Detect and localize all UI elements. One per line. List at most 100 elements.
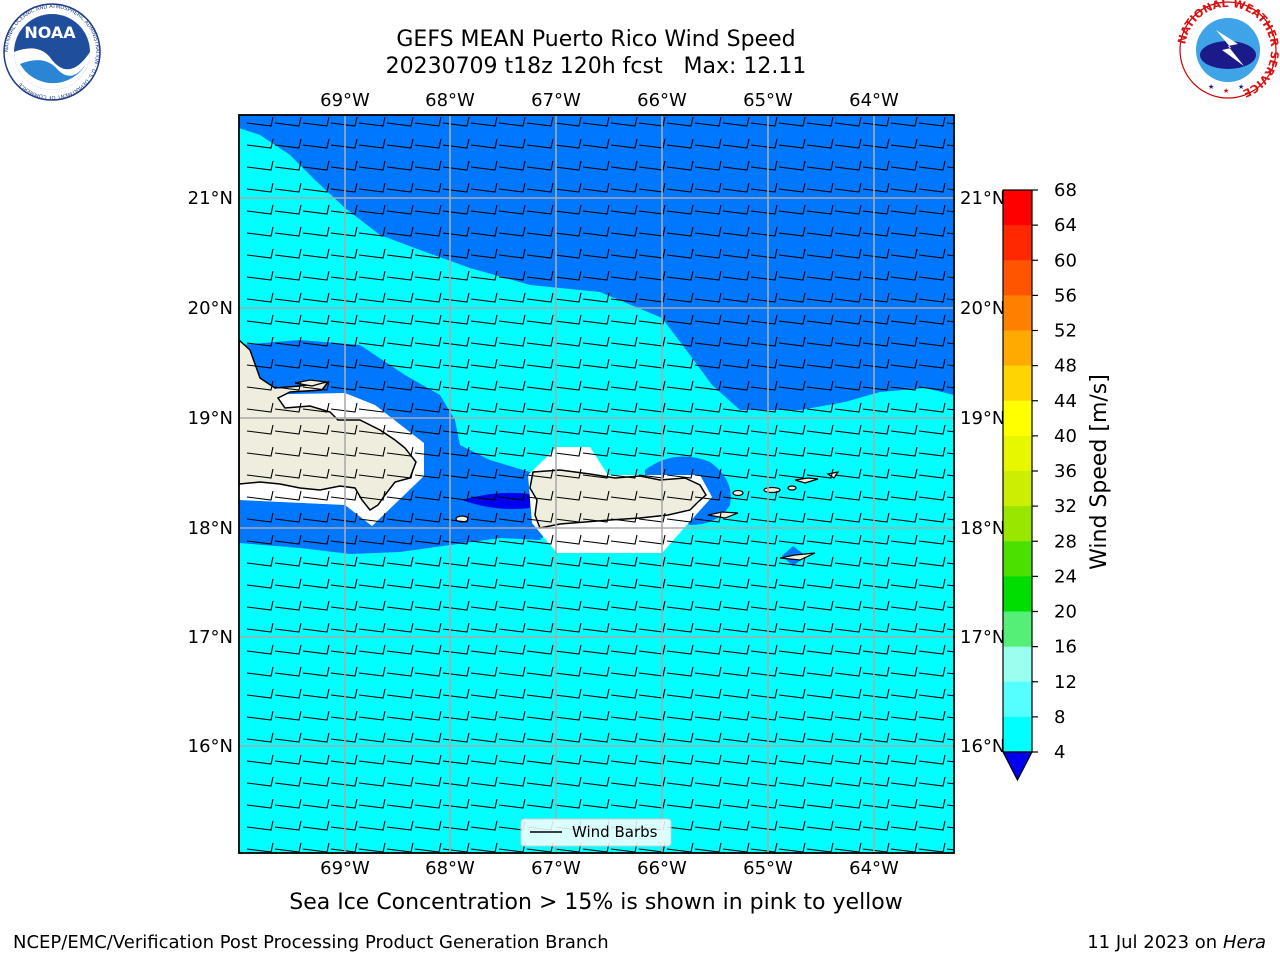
wind-barb bbox=[722, 578, 750, 589]
wind-barb bbox=[918, 292, 946, 303]
wind-barb bbox=[358, 270, 386, 281]
wind-barb bbox=[862, 204, 890, 215]
wind-barb bbox=[610, 600, 638, 611]
wind-barb bbox=[386, 248, 414, 259]
wind-barb bbox=[862, 226, 890, 237]
wind-barb bbox=[722, 358, 750, 369]
wind-barb bbox=[442, 798, 470, 809]
wind-barb bbox=[358, 380, 386, 391]
wind-barb bbox=[274, 380, 302, 391]
wind-barb bbox=[694, 446, 722, 457]
wind-barb bbox=[638, 490, 666, 501]
wind-barb bbox=[274, 754, 302, 765]
wind-barb bbox=[610, 116, 638, 127]
wind-barb bbox=[806, 732, 834, 743]
wind-barb bbox=[862, 116, 890, 127]
wind-barb bbox=[666, 820, 694, 831]
wind-barb bbox=[246, 270, 274, 281]
wind-barb bbox=[302, 512, 330, 523]
wind-barb bbox=[274, 578, 302, 589]
wind-barb bbox=[890, 380, 918, 391]
wind-barb bbox=[918, 666, 946, 677]
wind-barb bbox=[638, 380, 666, 391]
wind-barb bbox=[834, 270, 862, 281]
wind-barb bbox=[582, 666, 610, 677]
wind-barb bbox=[834, 534, 862, 545]
wind-barb bbox=[750, 292, 778, 303]
wind-barb bbox=[330, 578, 358, 589]
wind-barb bbox=[862, 336, 890, 347]
wind-barb bbox=[694, 424, 722, 435]
wind-barb bbox=[470, 160, 498, 171]
wind-barb bbox=[778, 380, 806, 391]
wind-barb bbox=[470, 270, 498, 281]
wind-barb bbox=[526, 644, 554, 655]
wind-barb bbox=[274, 270, 302, 281]
wind-barb bbox=[246, 688, 274, 699]
colorbar-tick-label: 56 bbox=[1054, 285, 1077, 306]
wind-barb bbox=[330, 710, 358, 721]
wind-barb bbox=[890, 160, 918, 171]
wind-barb bbox=[358, 666, 386, 677]
wind-barb bbox=[666, 776, 694, 787]
wind-barb bbox=[442, 116, 470, 127]
colorbar-tick-label: 32 bbox=[1054, 496, 1077, 517]
wind-barb bbox=[526, 490, 554, 501]
wind-barb bbox=[890, 732, 918, 743]
wind-barb bbox=[302, 446, 330, 457]
wind-barb bbox=[610, 776, 638, 787]
wind-barb bbox=[526, 336, 554, 347]
wind-barb bbox=[498, 292, 526, 303]
wind-barb bbox=[358, 446, 386, 457]
lat-label-right: 17°N bbox=[960, 627, 1005, 648]
wind-barb bbox=[414, 644, 442, 655]
wind-barb bbox=[610, 424, 638, 435]
wind-barb bbox=[246, 776, 274, 787]
wind-barb bbox=[778, 248, 806, 259]
wind-barb bbox=[358, 424, 386, 435]
wind-barb bbox=[442, 336, 470, 347]
wind-barb bbox=[638, 798, 666, 809]
wind-barb bbox=[582, 688, 610, 699]
wind-barb bbox=[918, 138, 946, 149]
wind-barb bbox=[246, 754, 274, 765]
wind-barb bbox=[638, 424, 666, 435]
colorbar-segment bbox=[1003, 260, 1032, 296]
wind-barb bbox=[806, 116, 834, 127]
wind-barb bbox=[778, 204, 806, 215]
wind-barb bbox=[862, 578, 890, 589]
wind-barb bbox=[722, 468, 750, 479]
wind-barb bbox=[246, 798, 274, 809]
wind-barb bbox=[862, 556, 890, 567]
wind-barb bbox=[610, 754, 638, 765]
wind-barb bbox=[386, 798, 414, 809]
wind-barb bbox=[414, 182, 442, 193]
wind-barb bbox=[358, 776, 386, 787]
wind-barb bbox=[638, 754, 666, 765]
wind-barb bbox=[638, 226, 666, 237]
wind-barb bbox=[750, 182, 778, 193]
wind-barb bbox=[722, 600, 750, 611]
wind-barb bbox=[918, 710, 946, 721]
wind-barb bbox=[638, 666, 666, 677]
wind-barb bbox=[638, 446, 666, 457]
wind-barb bbox=[806, 512, 834, 523]
wind-barb bbox=[330, 358, 358, 369]
wind-barb bbox=[246, 512, 274, 523]
wind-barb bbox=[386, 314, 414, 325]
wind-barb bbox=[834, 798, 862, 809]
land-st-croix bbox=[779, 552, 816, 561]
wind-barb bbox=[806, 314, 834, 325]
wind-barb bbox=[610, 556, 638, 567]
lat-label-left: 18°N bbox=[188, 518, 233, 539]
wind-barb bbox=[274, 468, 302, 479]
wind-barb bbox=[470, 820, 498, 831]
colorbar-segment bbox=[1003, 506, 1032, 542]
wind-barb bbox=[862, 138, 890, 149]
wind-barb bbox=[694, 578, 722, 589]
wind-barb bbox=[806, 160, 834, 171]
wind-barb bbox=[694, 468, 722, 479]
wind-barb bbox=[638, 270, 666, 281]
wind-barb bbox=[722, 402, 750, 413]
wind-barb bbox=[358, 116, 386, 127]
